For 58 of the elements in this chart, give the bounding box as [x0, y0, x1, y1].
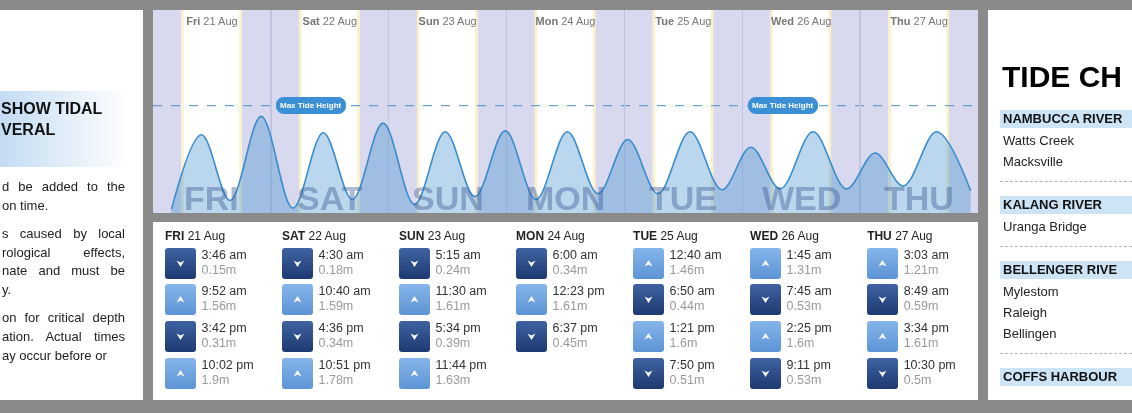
text: 10:02 pm 1.9m	[201, 357, 254, 387]
x-tick-label: Thu 27 Aug	[890, 14, 948, 27]
x-tick-label: Tue 25 Aug	[655, 14, 712, 27]
text: s caused by local rological effects, nate and must be y.	[2, 224, 125, 299]
text: 7:45 am 0.53m	[786, 284, 832, 314]
text: 11:44 pm 1.63m	[435, 357, 487, 387]
x-tick-label: Mon 24 Aug	[535, 14, 596, 27]
text: 1:21 pm 1.6m	[669, 321, 715, 351]
text: 3:46 am 0.15m	[201, 247, 247, 277]
x-tick-label: Fri 21 Aug	[186, 14, 238, 27]
text: 5:34 pm 0.39m	[435, 321, 481, 351]
annotation: SAT	[297, 179, 363, 217]
text: 3:42 pm 0.31m	[201, 321, 247, 351]
text: COFFS HARBOUR	[1000, 368, 1132, 386]
text: 12:40 am 1.46m	[669, 247, 722, 277]
text: 10:30 pm 0.5m	[903, 357, 956, 387]
annotation: Max Tide Height	[752, 101, 814, 110]
category-label: WED 26 Aug	[750, 229, 819, 244]
text: 1:45 am 1.31m	[786, 247, 832, 277]
x-tick-label: Sun 23 Aug	[418, 14, 477, 27]
text: 6:50 am 0.44m	[669, 284, 715, 314]
annotation: MON	[526, 179, 606, 217]
text: 9:52 am 1.56m	[201, 284, 247, 314]
text: 11:30 am 1.61m	[435, 284, 487, 314]
text: 4:36 pm 0.34m	[318, 321, 364, 351]
text: 9:11 pm 0.53m	[786, 357, 831, 387]
text: d be added to the on time.	[2, 178, 125, 215]
x-tick-label: Wed 26 Aug	[771, 14, 832, 27]
category-label: TUE 25 Aug	[633, 229, 698, 244]
text: 10:51 pm 1.78m	[318, 357, 371, 387]
annotation: Max Tide Height	[280, 101, 342, 110]
category-label: SUN 23 Aug	[399, 229, 466, 244]
text: 10:40 am 1.59m	[318, 284, 371, 314]
text: 4:30 am 0.18m	[318, 247, 364, 277]
text: 3:03 am 1.21m	[903, 247, 949, 277]
text: on for critical depth ation. Actual times ay occur before or	[2, 309, 125, 365]
annotation: SUN	[412, 179, 484, 217]
text: 6:00 am 0.34m	[552, 247, 598, 277]
annotation: TUE	[649, 179, 717, 217]
category-label: THU 27 Aug	[867, 229, 933, 244]
text: 6:37 pm 0.45m	[552, 321, 598, 351]
text: 7:50 pm 0.51m	[669, 357, 715, 387]
annotation: FRI	[184, 179, 239, 217]
text: NAMBUCCA RIVER Watts Creek Macksville	[1002, 110, 1124, 171]
text: 12:23 pm 1.61m	[552, 284, 605, 314]
x-tick-label: Sat 22 Aug	[302, 14, 358, 27]
category-label: MON 24 Aug	[516, 229, 585, 244]
text: BELLENGER RIVE Mylestom Raleigh Bellingen	[1002, 261, 1119, 343]
text: 3:34 pm 1.61m	[903, 321, 949, 351]
annotation: WED	[762, 179, 842, 217]
text: 5:15 am 0.24m	[435, 247, 481, 277]
category-label: SAT 22 Aug	[282, 229, 346, 244]
category-label: FRI 21 Aug	[165, 229, 226, 244]
text: KALANG RIVER Uranga Bridge	[1002, 196, 1103, 236]
text: SHOW TIDAL VERAL	[0, 99, 104, 140]
text: 8:49 am 0.59m	[903, 284, 949, 314]
text: TIDE CH	[1002, 60, 1122, 94]
text: 2:25 pm 1.6m	[786, 321, 832, 351]
